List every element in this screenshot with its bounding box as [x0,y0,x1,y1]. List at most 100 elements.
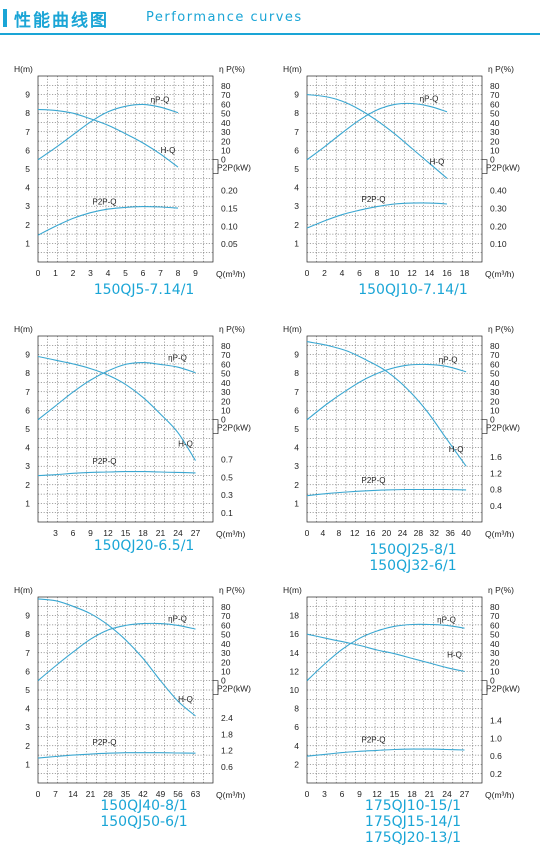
h-tick-label: 9 [25,611,30,621]
x-tick-label: 12 [407,268,417,278]
p-tick-label: 0.6 [221,762,233,772]
h-tick-label: 8 [25,629,30,639]
plot-frame [306,335,483,523]
eta-tick-label: 50 [490,630,500,640]
model-name: 150QJ40-8/1 [100,798,188,814]
page-subtitle: Performance curves [146,10,303,25]
x-tick-label: 9 [88,528,93,538]
h-tick-label: 14 [290,648,300,658]
series-label-eta: ηP-Q [168,354,187,363]
eta-tick-label: 0 [221,415,226,425]
axis-notch [482,159,488,175]
p-tick-label: 0.15 [221,203,238,213]
eta-tick-label: 30 [490,648,500,658]
h-tick-label: 6 [25,145,30,155]
h-tick-label: 2 [294,220,299,230]
x-tick-label: 63 [191,789,201,799]
page-header: 性能曲线图 Performance curves [0,0,540,35]
x-tick-label: 3 [88,268,93,278]
eta-tick-label: 60 [221,620,231,630]
eta-tick-label: 0 [221,155,226,165]
series-label-h: H-Q [161,146,176,155]
h-tick-label: 1 [25,238,30,248]
eta-tick-label: 10 [490,145,500,155]
x-tick-label: 36 [445,528,455,538]
model-names: 150QJ20-6.5/1 [54,538,234,554]
x-tick-label: 0 [305,789,310,799]
x-axis-label: Q(m³/h) [485,269,514,279]
h-tick-label: 6 [294,145,299,155]
h-tick-label: 1 [25,759,30,769]
h-tick-label: 12 [290,666,300,676]
performance-chart-4: H(m) η P(%) P2P(kW) Q(m³/h) 1 2 3 4 5 6 7 8 9 0 10 20 30… [283,322,539,547]
series-line-h [306,341,467,467]
x-tick-label: 10 [390,268,400,278]
performance-chart-6: H(m) η P(%) P2P(kW) Q(m³/h) 2 4 6 8 10 12 14 16 18 0 1… [283,583,539,808]
eta-tick-label: 20 [221,396,231,406]
x-tick-label: 4 [321,528,326,538]
p-tick-label: 0.3 [221,490,233,500]
eta-tick-label: 10 [221,405,231,415]
series-label-p: P2P-Q [361,195,385,204]
series-label-h: H-Q [430,157,445,166]
model-names: 150QJ10-7.14/1 [323,282,503,298]
y-axis-label-h: H(m) [14,585,33,595]
x-tick-label: 24 [398,528,408,538]
eta-tick-label: 0 [490,155,495,165]
h-tick-label: 4 [294,741,299,751]
x-tick-label: 14 [425,268,435,278]
eta-tick-label: 50 [490,109,500,119]
model-names: 150QJ25-8/1 150QJ32-6/1 [323,542,503,574]
series-line-eta [306,623,465,682]
grid [307,597,482,783]
p-tick-label: 0.5 [221,472,233,482]
series-label-h: H-Q [447,650,462,659]
series-line-p [306,748,465,757]
p-tick-label: 1.6 [490,452,502,462]
eta-tick-label: 60 [490,99,500,109]
series-label-p: P2P-Q [92,457,116,466]
chart-svg: H(m) η P(%)P2P(kW)Q(m³/h)1234567890102030… [14,64,251,279]
series-label-eta: ηP-Q [151,95,170,104]
x-tick-label: 3 [53,528,58,538]
y-axis-label-p: P2P(kW) [486,163,520,173]
axis-notch [482,680,488,696]
performance-chart-3: H(m) η P(%) P2P(kW) Q(m³/h) 1 2 3 4 5 6 7 8 9 0 10 20 30… [14,322,270,547]
h-tick-label: 9 [294,90,299,100]
eta-tick-label: 80 [490,81,500,91]
y-axis-label-eta: η P(%) [219,585,245,595]
p-tick-label: 2.4 [221,713,233,723]
y-axis-label-h: H(m) [14,324,33,334]
eta-tick-label: 60 [490,620,500,630]
eta-tick-label: 50 [490,369,500,379]
series-label-h: H-Q [178,440,193,449]
y-axis-label-p: P2P(kW) [217,684,251,694]
grid [38,76,213,262]
h-tick-label: 6 [25,666,30,676]
x-axis-label: Q(m³/h) [485,790,514,800]
h-tick-label: 6 [25,405,30,415]
eta-tick-label: 20 [490,396,500,406]
eta-tick-label: 60 [221,359,231,369]
p-tick-label: 0.20 [490,221,507,231]
x-tick-label: 1 [53,268,58,278]
x-tick-label: 21 [425,789,435,799]
eta-tick-label: 70 [490,611,500,621]
y-axis-label-p: P2P(kW) [217,163,251,173]
y-axis-label-h: H(m) [14,64,33,74]
model-names: 175QJ10-15/1 175QJ15-14/1 175QJ20-13/1 [323,798,503,846]
x-tick-label: 0 [36,789,41,799]
x-tick-label: 15 [390,789,400,799]
y-axis-label-eta: η P(%) [219,64,245,74]
eta-tick-label: 40 [221,639,231,649]
eta-tick-label: 0 [221,676,226,686]
x-tick-label: 12 [103,528,113,538]
h-tick-label: 8 [25,368,30,378]
h-tick-label: 1 [25,498,30,508]
p-tick-label: 1.2 [490,468,502,478]
series-line-p [37,752,196,759]
model-name: 150QJ32-6/1 [369,558,457,574]
x-tick-label: 14 [68,789,78,799]
x-tick-label: 40 [461,528,471,538]
h-tick-label: 7 [25,387,30,397]
